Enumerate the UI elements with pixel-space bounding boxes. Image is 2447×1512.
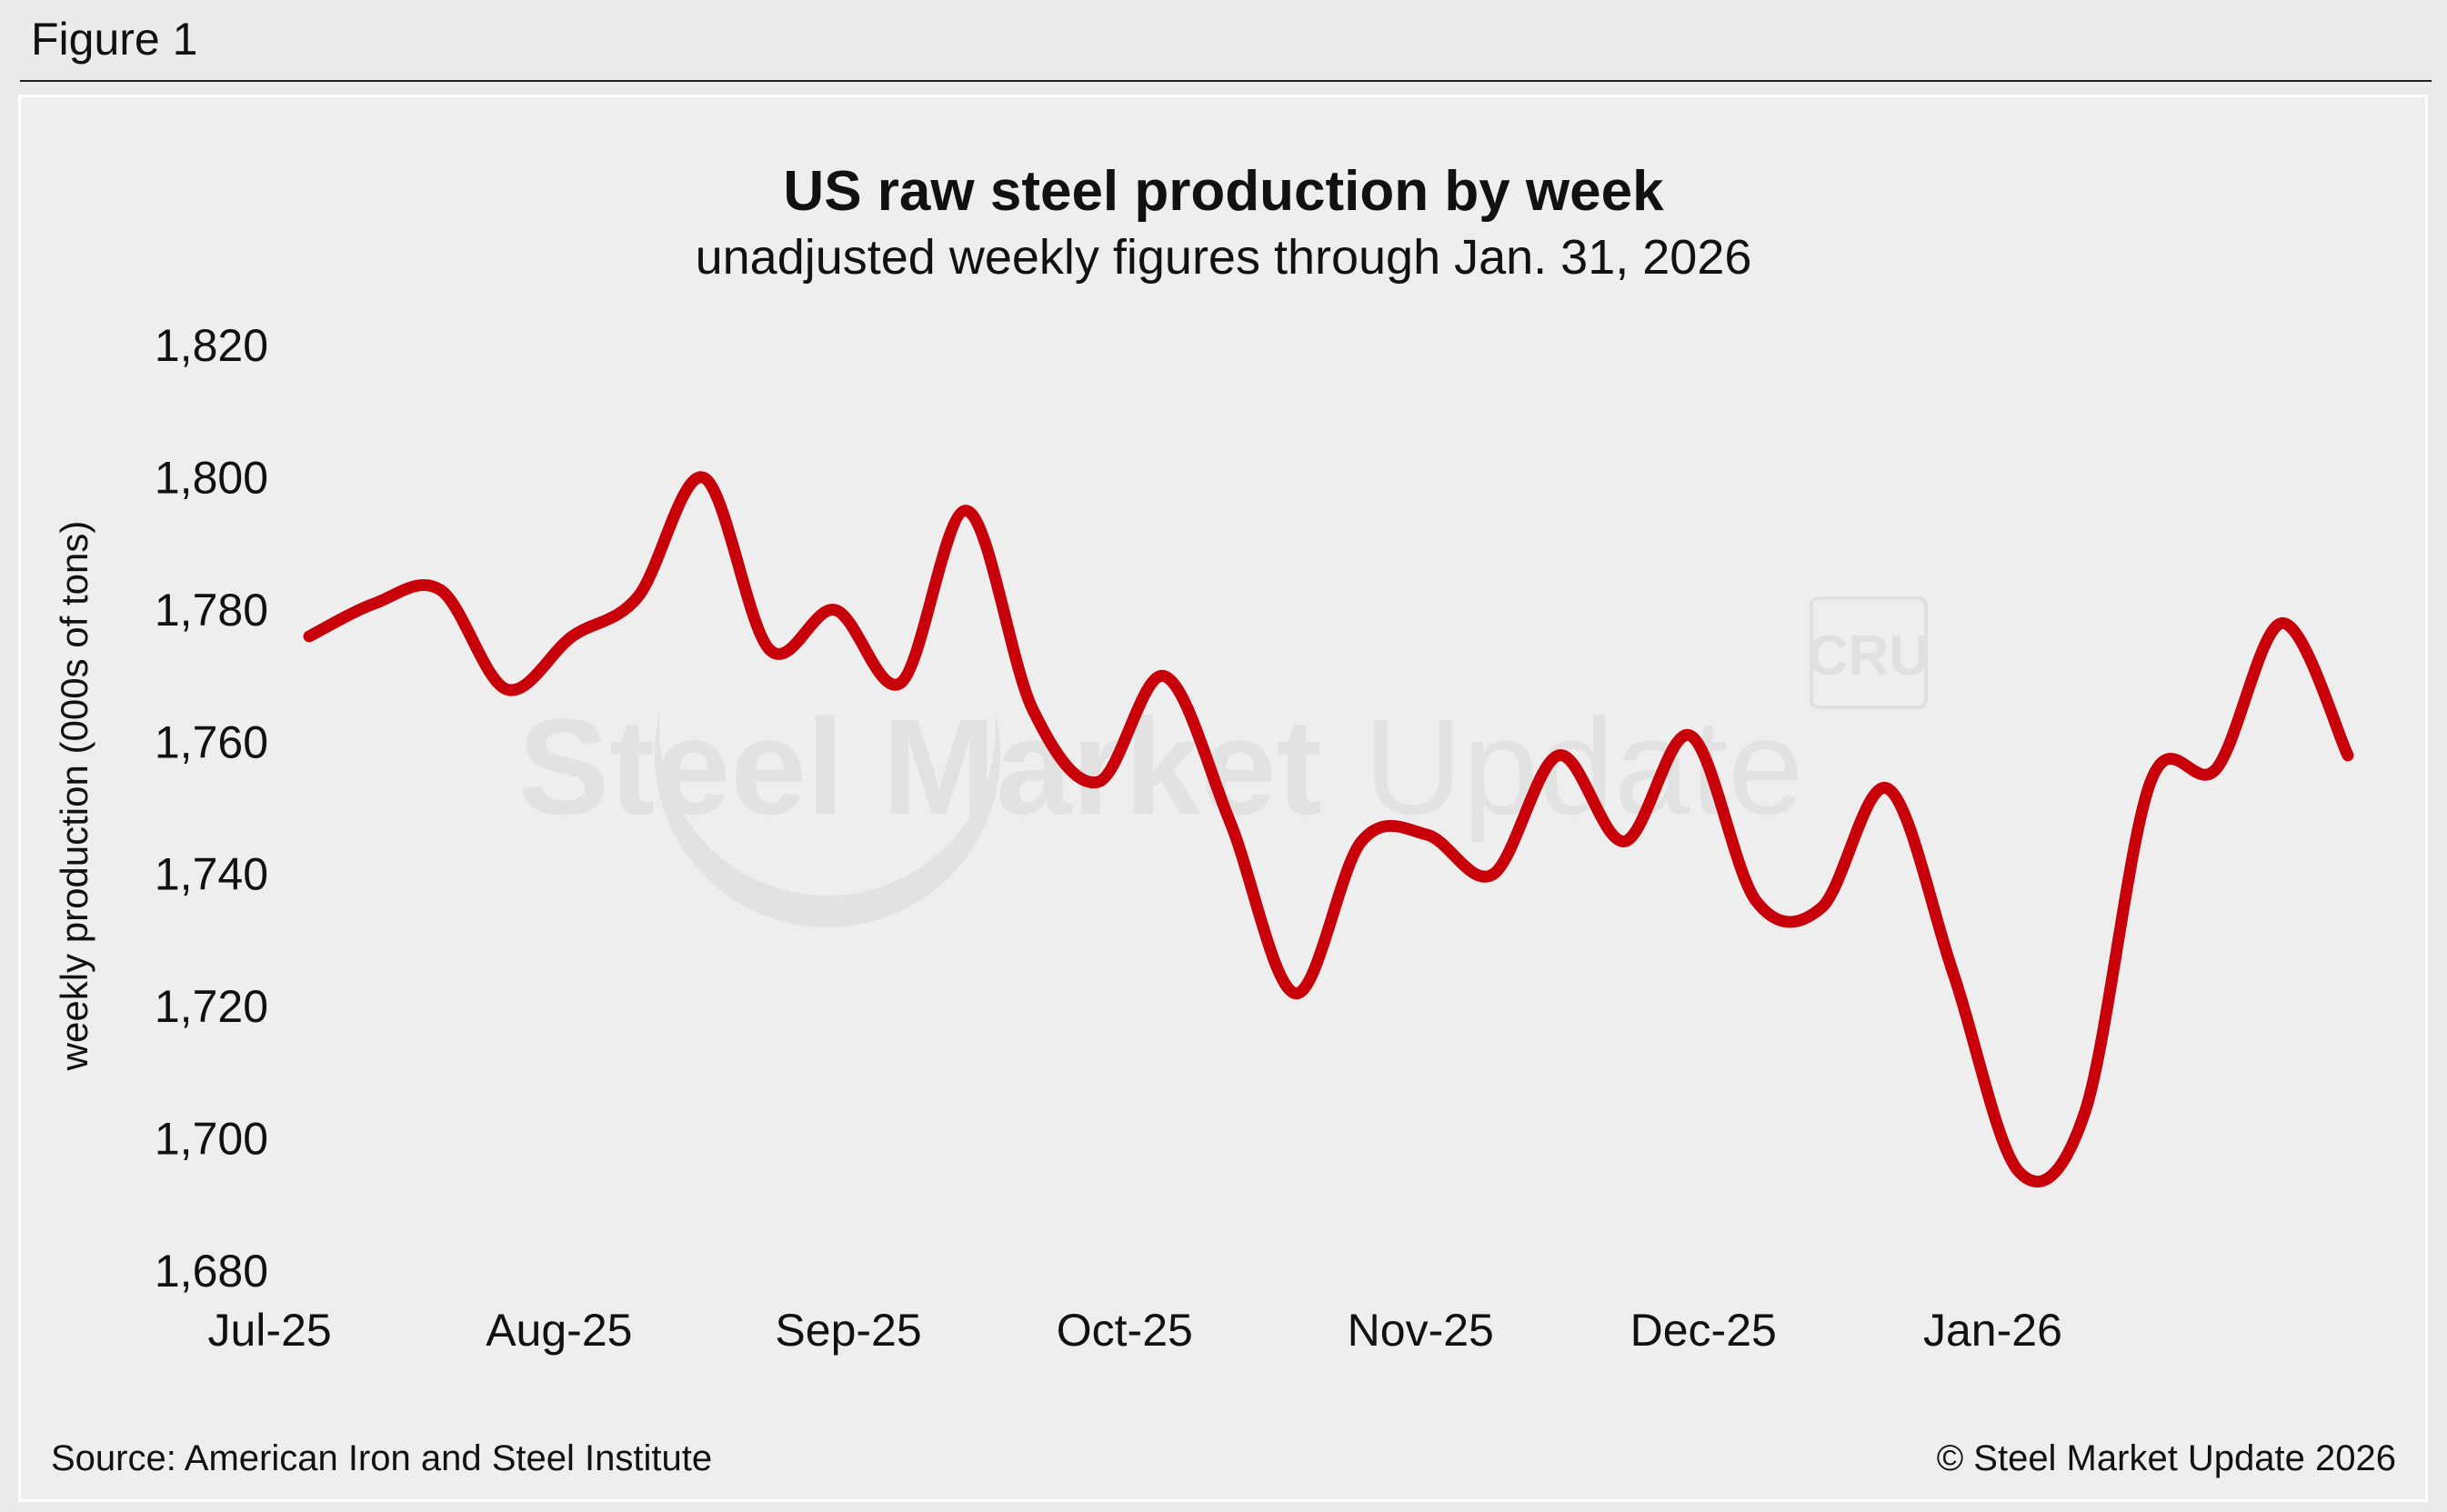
x-tick-label: Jan-26 bbox=[1923, 1305, 2062, 1356]
y-tick-label: 1,820 bbox=[155, 320, 268, 371]
y-axis-ticks: 1,680 1,700 1,720 1,740 1,760 1,780 1,800 1,820 bbox=[155, 320, 268, 1297]
chart-title: US raw steel production by week bbox=[783, 160, 1664, 223]
figure-divider bbox=[20, 80, 2432, 82]
y-axis-label: weekly production (000s of tons) bbox=[53, 520, 95, 1071]
y-tick-label: 1,700 bbox=[155, 1114, 268, 1165]
x-tick-label: Jul-25 bbox=[208, 1305, 332, 1356]
watermark-badge-text: CRU bbox=[1808, 625, 1930, 687]
x-tick-label: Aug-25 bbox=[486, 1305, 632, 1356]
y-tick-label: 1,720 bbox=[155, 981, 268, 1032]
y-tick-label: 1,680 bbox=[155, 1246, 268, 1297]
x-tick-label: Sep-25 bbox=[775, 1305, 921, 1356]
figure-label: Figure 1 bbox=[31, 14, 198, 65]
watermark: Steel Market Update CRU bbox=[518, 559, 1930, 927]
watermark-brand-bold: Steel Market bbox=[518, 690, 1322, 843]
series-line bbox=[303, 471, 2354, 1187]
y-tick-label: 1,760 bbox=[155, 716, 268, 767]
watermark-brand-light: Update bbox=[1364, 690, 1804, 843]
x-tick-label: Oct-25 bbox=[1057, 1305, 1193, 1356]
x-tick-label: Nov-25 bbox=[1348, 1305, 1494, 1356]
x-axis-ticks: Jul-25 Aug-25 Sep-25 Oct-25 Nov-25 Dec-25 Jan-… bbox=[208, 1305, 2062, 1356]
x-tick-label: Dec-25 bbox=[1630, 1305, 1777, 1356]
y-tick-label: 1,800 bbox=[155, 452, 268, 503]
watermark-badge bbox=[1810, 596, 1928, 709]
y-tick-label: 1,740 bbox=[155, 849, 268, 900]
chart-subtitle: unadjusted weekly figures through Jan. 3… bbox=[695, 230, 1752, 285]
y-tick-label: 1,780 bbox=[155, 585, 268, 636]
source-note: Source: American Iron and Steel Institut… bbox=[51, 1438, 713, 1478]
copyright-note: © Steel Market Update 2026 bbox=[1936, 1438, 2396, 1478]
